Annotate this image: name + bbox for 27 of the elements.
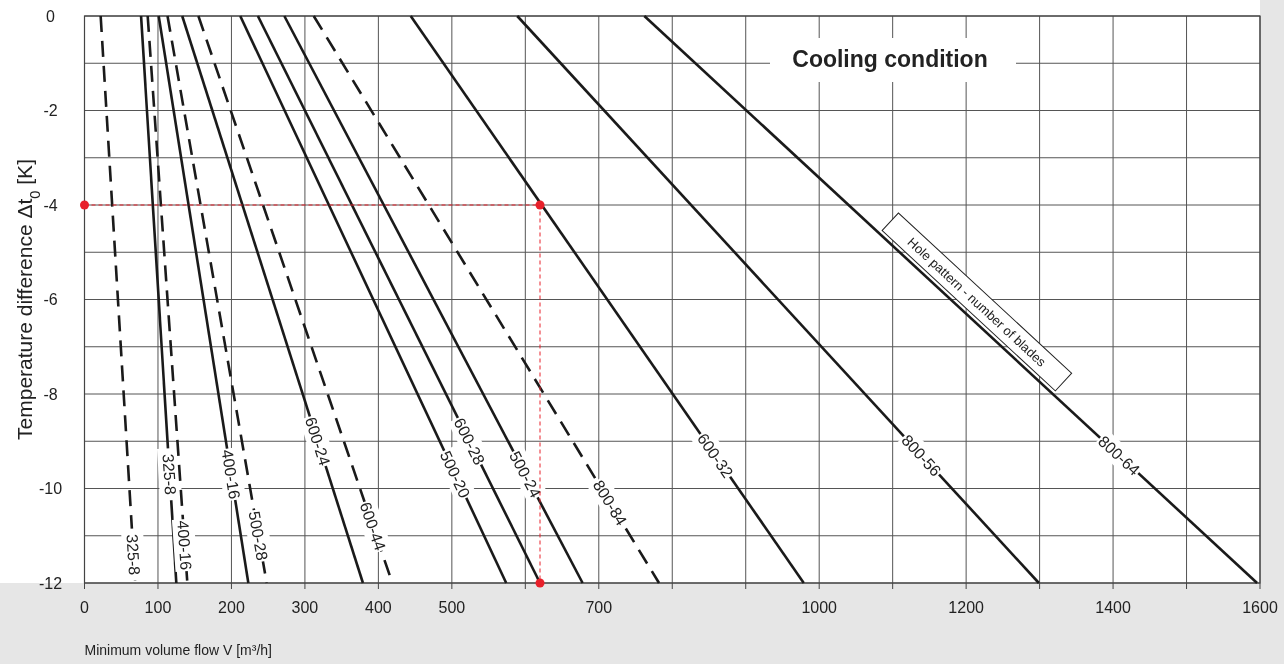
text: 400-16: [218, 448, 244, 501]
x-tick-label: 200: [218, 599, 245, 616]
x-tick-label: 1000: [801, 599, 838, 616]
y-tick-label: -8: [43, 385, 58, 403]
text: 600-24: [301, 415, 334, 468]
y-tick-label: -10: [38, 480, 63, 498]
text: 325-8: [159, 453, 180, 496]
x-tick-label: 1400: [1095, 599, 1131, 616]
x-tick-label: 500: [438, 599, 466, 616]
y-tick-label: -2: [43, 102, 58, 120]
y-tick-label: 0: [46, 7, 56, 25]
x-tick-label: 400: [365, 599, 392, 616]
text: Cooling condition: [792, 46, 988, 72]
x-tick-label: 300: [291, 599, 319, 616]
x-tick-label: 0: [80, 599, 90, 616]
y-tick-label: -4: [43, 196, 58, 214]
y-tick-label: -12: [38, 574, 63, 592]
x-tick-label: 100: [144, 599, 172, 616]
text: 600-44: [356, 500, 389, 553]
y-tick-label: -6: [43, 291, 58, 309]
x-tick-label: 700: [585, 599, 613, 616]
x-tick-label: 1600: [1242, 599, 1278, 616]
text: 325-8: [123, 533, 143, 576]
text: 400-16: [174, 519, 195, 571]
x-tick-label: 1200: [948, 599, 985, 616]
x-axis-title: Minimum volume flow V [m³/h]: [84, 642, 272, 658]
text: 500-28: [245, 509, 271, 562]
